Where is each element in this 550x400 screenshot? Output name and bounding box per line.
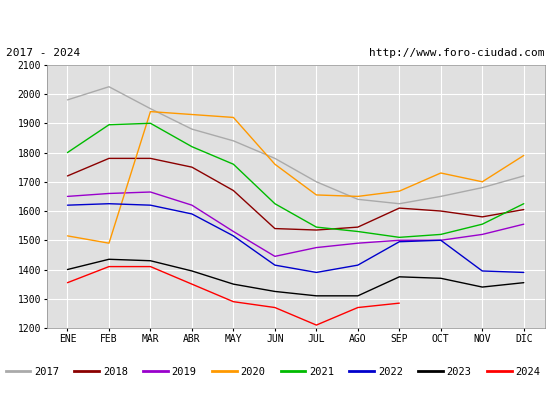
- Text: 2019: 2019: [172, 367, 196, 377]
- Text: 2022: 2022: [378, 367, 403, 377]
- Text: 2020: 2020: [240, 367, 265, 377]
- Text: 2024: 2024: [515, 367, 540, 377]
- Text: Evolucion del paro registrado en Medina-Sidonia: Evolucion del paro registrado en Medina-…: [78, 14, 472, 28]
- Text: 2017 - 2024: 2017 - 2024: [6, 48, 80, 58]
- Text: 2018: 2018: [103, 367, 128, 377]
- Text: 2023: 2023: [447, 367, 471, 377]
- Text: 2021: 2021: [309, 367, 334, 377]
- Text: 2017: 2017: [34, 367, 59, 377]
- Text: http://www.foro-ciudad.com: http://www.foro-ciudad.com: [369, 48, 544, 58]
